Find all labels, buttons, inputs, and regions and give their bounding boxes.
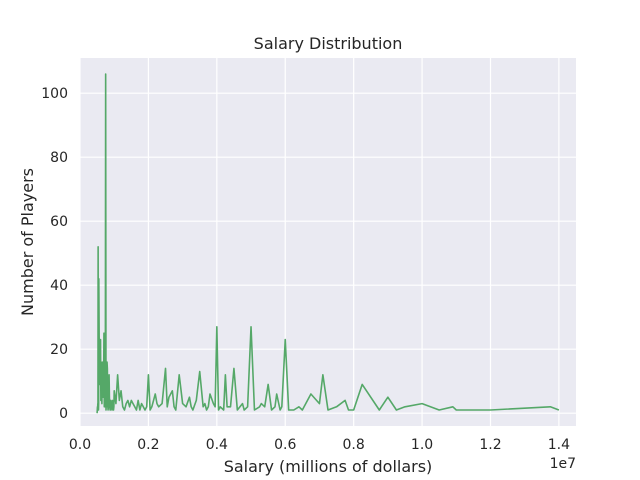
x-tick-label: 1.0	[411, 437, 433, 453]
grid-lines	[79, 58, 576, 426]
tick-labels: 0.0 0.2 0.4 0.6 0.8 1.0 1.2 1.4 0 20 40 60 80 100	[41, 86, 570, 453]
x-tick-label: 0.4	[206, 437, 228, 453]
chart-title: Salary Distribution	[254, 34, 403, 53]
x-tick-label: 1.2	[479, 437, 501, 453]
x-tick-label: 1.4	[548, 437, 570, 453]
x-tick-label: 0.2	[137, 437, 159, 453]
y-tick-label: 60	[50, 214, 68, 230]
series-line	[96, 73, 560, 414]
x-axis-offset-label: 1e7	[550, 456, 576, 472]
y-tick-label: 0	[59, 406, 68, 422]
y-tick-label: 20	[50, 342, 68, 358]
x-tick-label: 0.0	[69, 437, 91, 453]
plot-background	[80, 58, 576, 426]
y-tick-label: 80	[50, 150, 68, 166]
x-tick-label: 0.6	[274, 437, 296, 453]
y-tick-label: 100	[41, 86, 68, 102]
y-tick-label: 40	[50, 278, 68, 294]
x-axis-label: Salary (millions of dollars)	[224, 457, 433, 476]
y-axis-label: Number of Players	[18, 168, 37, 316]
x-tick-label: 0.8	[343, 437, 365, 453]
